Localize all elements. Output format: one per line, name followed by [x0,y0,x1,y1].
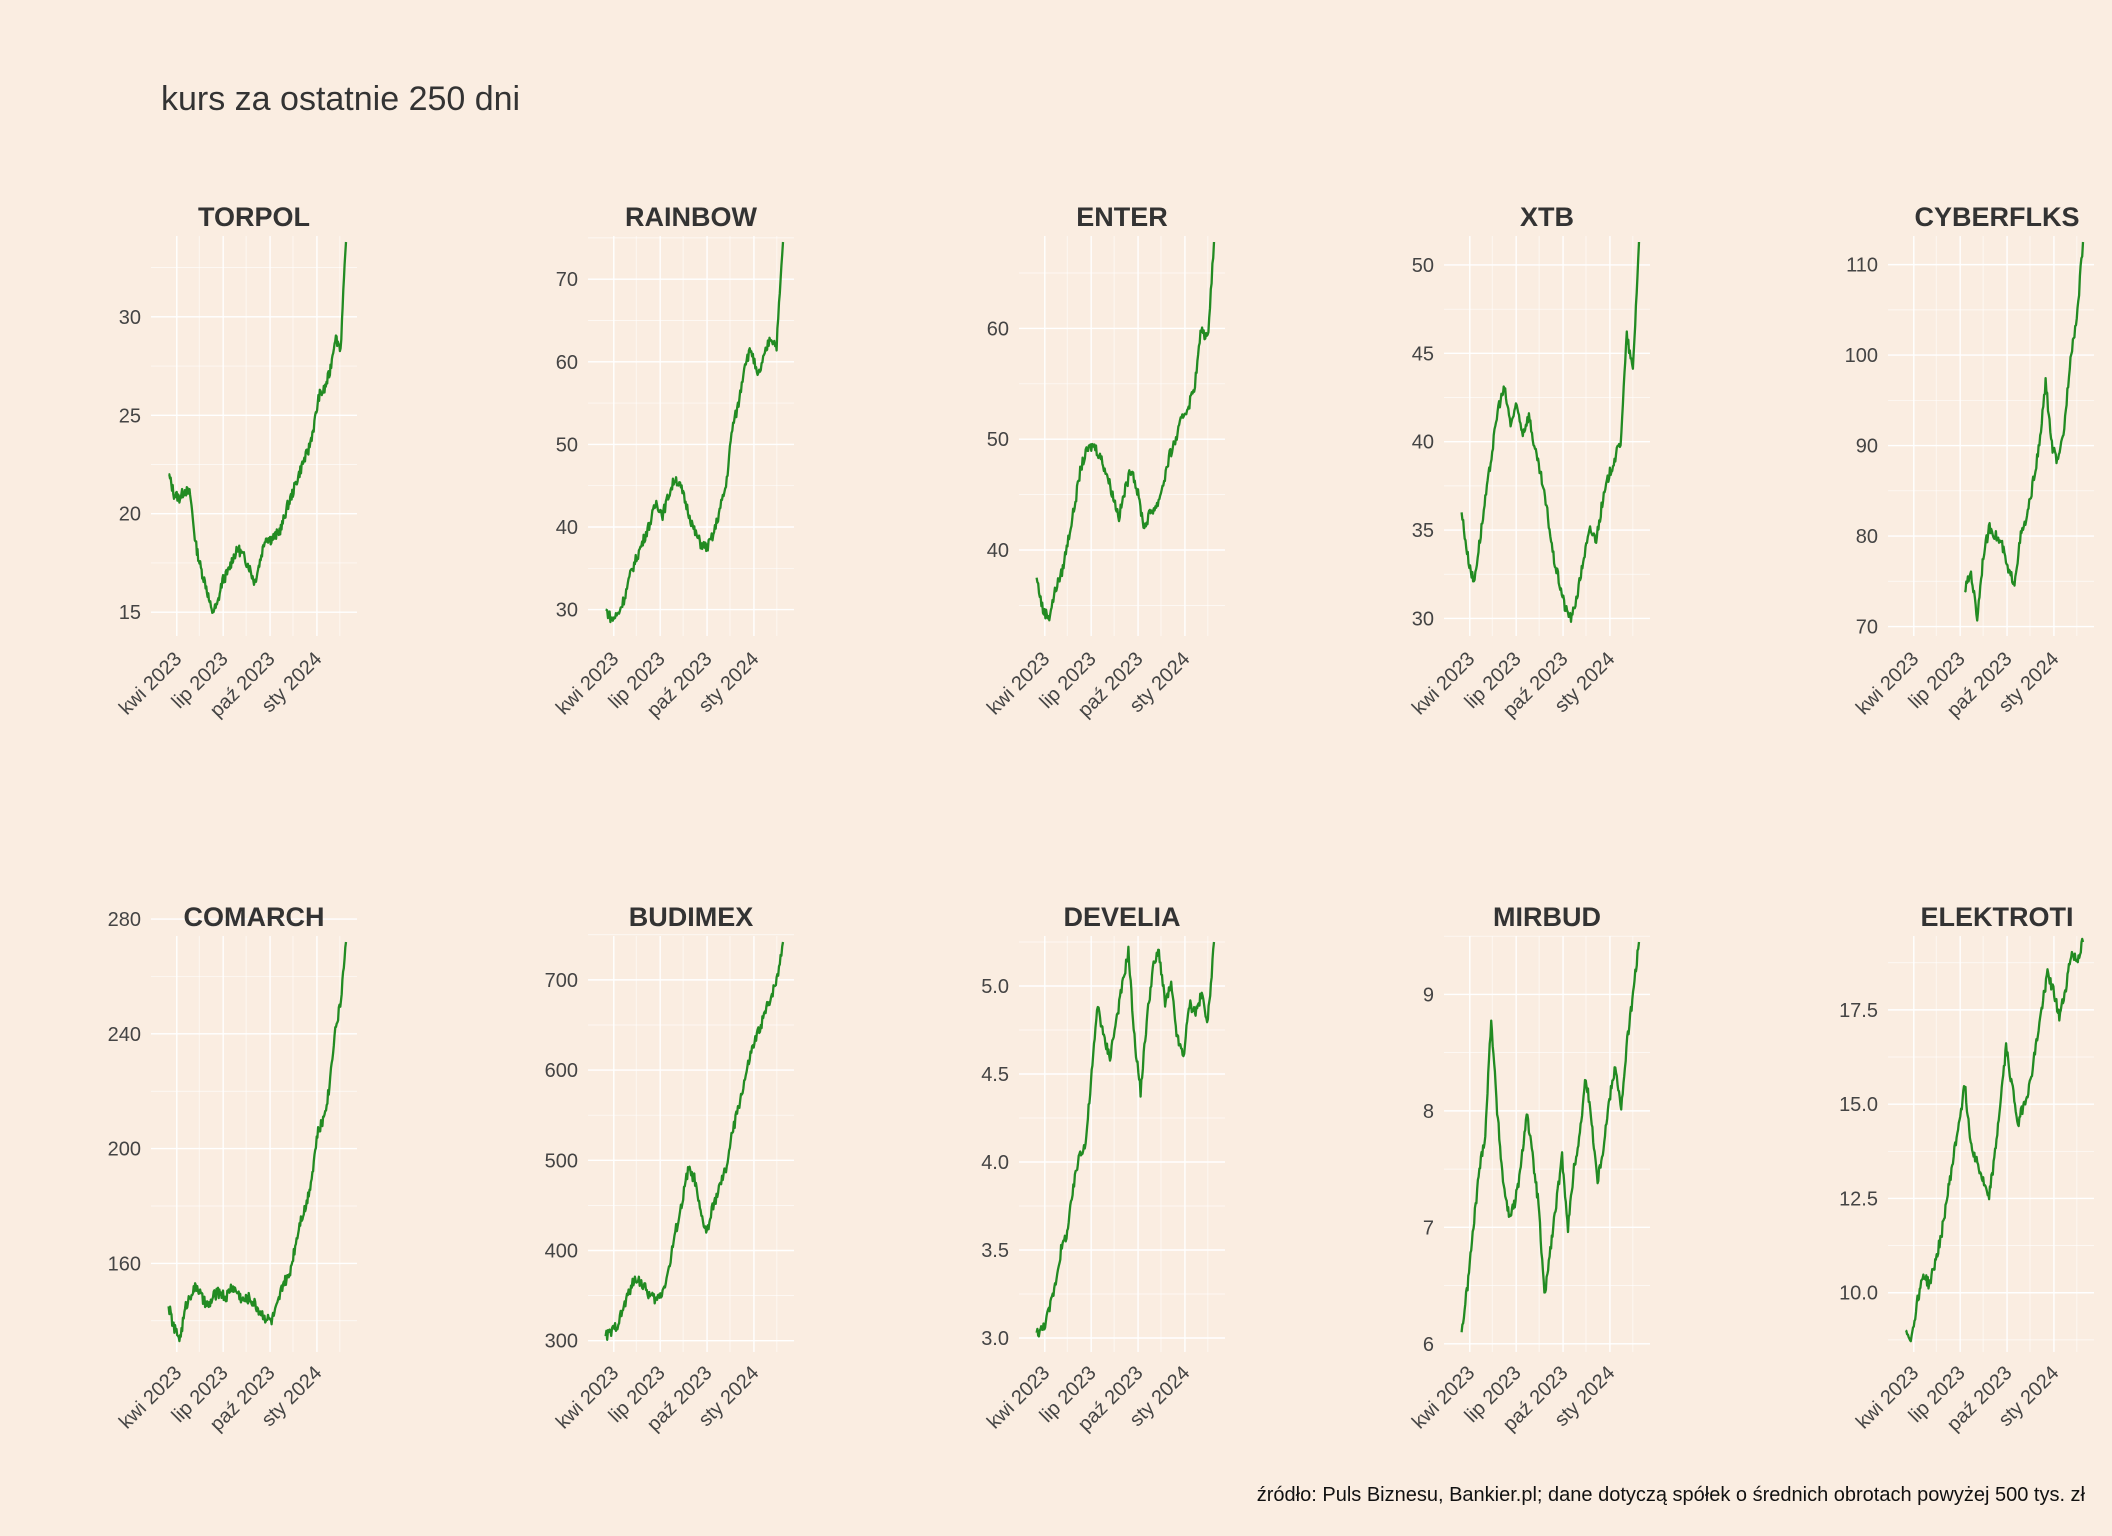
y-tick-label: 30 [119,307,141,329]
panel-title: CYBERFLKS [1914,202,2079,232]
y-tick-label: 7 [1423,1217,1434,1239]
panel-title: XTB [1520,202,1574,232]
panel-title: DEVELIA [1063,902,1180,932]
y-tick-label: 50 [987,429,1009,451]
price-line [604,941,785,1341]
y-tick-label: 30 [1412,608,1434,630]
y-tick-label: 200 [108,1139,141,1161]
price-line [1963,241,2085,622]
x-tick-label: kwi 2023 [983,648,1054,719]
y-tick-label: 5.0 [981,976,1009,998]
panel-title: ELEKTROTI [1921,902,2074,932]
price-line [1035,941,1216,1338]
price-line [1460,241,1641,623]
source-caption: źródło: Puls Biznesu, Bankier.pl; dane d… [1256,1484,2085,1506]
price-line [605,241,785,624]
y-tick-label: 4.5 [981,1064,1009,1086]
y-tick-label: 4.0 [981,1152,1009,1174]
y-tick-label: 6 [1423,1334,1434,1356]
y-tick-label: 25 [119,405,141,427]
y-tick-label: 700 [545,970,578,992]
y-tick-label: 3.5 [981,1240,1009,1262]
y-tick-label: 12.5 [1839,1188,1878,1210]
panel-title: COMARCH [184,902,325,932]
price-line [167,941,348,1343]
y-tick-label: 100 [1845,345,1878,367]
y-tick-label: 30 [556,600,578,622]
y-tick-label: 15.0 [1839,1094,1878,1116]
x-tick-label: kwi 2023 [115,1362,186,1433]
price-line [168,241,348,615]
y-tick-label: 45 [1412,343,1434,365]
y-tick-label: 40 [987,540,1009,562]
x-tick-label: kwi 2023 [552,648,623,719]
y-tick-label: 10.0 [1839,1283,1878,1305]
y-tick-label: 3.0 [981,1328,1009,1350]
panel-title: TORPOL [198,202,310,232]
y-tick-label: 500 [545,1150,578,1172]
y-tick-label: 240 [108,1024,141,1046]
x-tick-label: kwi 2023 [1852,1362,1923,1433]
y-tick-label: 40 [1412,432,1434,454]
y-tick-label: 9 [1423,984,1434,1006]
y-tick-label: 160 [108,1253,141,1275]
y-tick-label: 8 [1423,1101,1434,1123]
x-tick-label: kwi 2023 [983,1362,1054,1433]
y-tick-label: 400 [545,1241,578,1263]
y-tick-label: 90 [1856,436,1878,458]
y-tick-label: 50 [556,434,578,456]
y-tick-label: 70 [556,269,578,291]
x-tick-label: kwi 2023 [1408,648,1479,719]
y-tick-label: 40 [556,517,578,539]
price-line [1904,937,2085,1343]
price-line [1460,941,1641,1333]
panel-title: BUDIMEX [629,902,754,932]
y-tick-label: 70 [1856,617,1878,639]
y-tick-label: 110 [1846,255,1878,277]
y-tick-label: 20 [119,504,141,526]
y-tick-label: 60 [556,352,578,374]
y-tick-label: 15 [119,602,141,624]
y-tick-label: 50 [1412,255,1434,277]
x-tick-label: kwi 2023 [1852,648,1923,719]
y-tick-label: 600 [545,1060,578,1082]
figure-title: kurs za ostatnie 250 dni [161,80,521,118]
x-tick-label: kwi 2023 [552,1362,623,1433]
y-tick-label: 300 [545,1331,578,1353]
y-tick-label: 280 [108,909,141,931]
y-tick-label: 35 [1412,520,1434,542]
panel-title: ENTER [1076,202,1168,232]
panel-title: RAINBOW [625,202,757,232]
y-tick-label: 17.5 [1839,1000,1878,1022]
x-tick-label: kwi 2023 [1408,1362,1479,1433]
panel-title: MIRBUD [1493,902,1601,932]
y-tick-label: 60 [987,318,1009,340]
y-tick-label: 80 [1856,526,1878,548]
price-line [1035,241,1216,622]
x-tick-label: kwi 2023 [115,648,186,719]
